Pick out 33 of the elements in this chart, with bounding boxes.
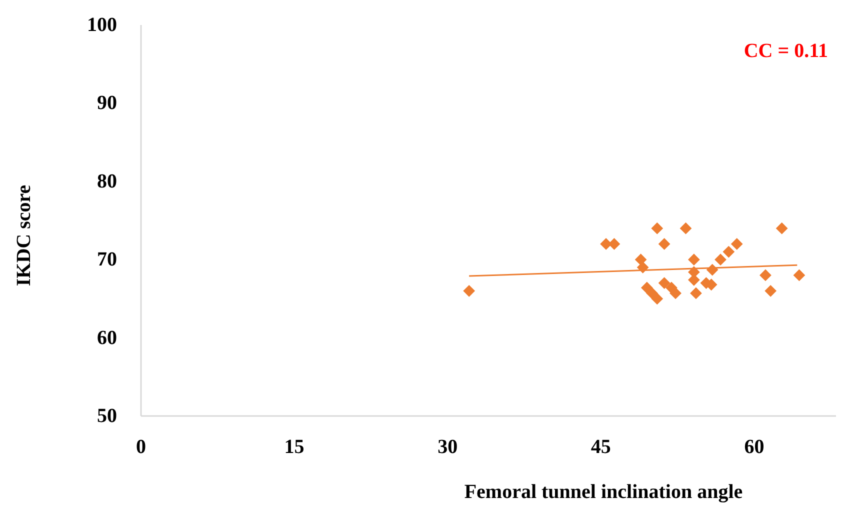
point xyxy=(776,222,788,234)
point xyxy=(640,282,653,294)
point xyxy=(680,222,692,234)
x-axis-title: Femoral tunnel inclination angle xyxy=(464,481,743,503)
annotation: CC = 0.11 xyxy=(744,40,828,62)
x-tick-label: 15 xyxy=(284,436,304,458)
point xyxy=(646,287,658,300)
point xyxy=(690,287,702,300)
y-tick-label: 70 xyxy=(97,248,117,271)
point xyxy=(722,246,735,258)
point xyxy=(651,292,664,305)
x-tick-label: 60 xyxy=(744,436,764,458)
point xyxy=(634,254,647,266)
point xyxy=(793,269,806,282)
y-tick-label: 100 xyxy=(87,14,117,36)
point xyxy=(651,222,664,234)
x-tick-label: 0 xyxy=(136,436,146,458)
point xyxy=(463,284,476,297)
y-tick-label: 80 xyxy=(97,170,117,192)
point xyxy=(658,277,670,289)
point xyxy=(760,269,772,282)
point xyxy=(688,254,700,266)
point xyxy=(670,287,682,300)
y-axis-title: IKDC score xyxy=(13,184,35,286)
point xyxy=(730,238,743,250)
x-tick-label: 45 xyxy=(590,436,611,458)
point xyxy=(764,284,777,297)
x-tick-label: 30 xyxy=(438,436,458,458)
y-tick-label: 90 xyxy=(97,92,117,114)
y-tick-label: 60 xyxy=(97,326,117,349)
point xyxy=(714,254,726,266)
y-tick-label: 50 xyxy=(97,405,117,427)
point xyxy=(658,238,670,250)
